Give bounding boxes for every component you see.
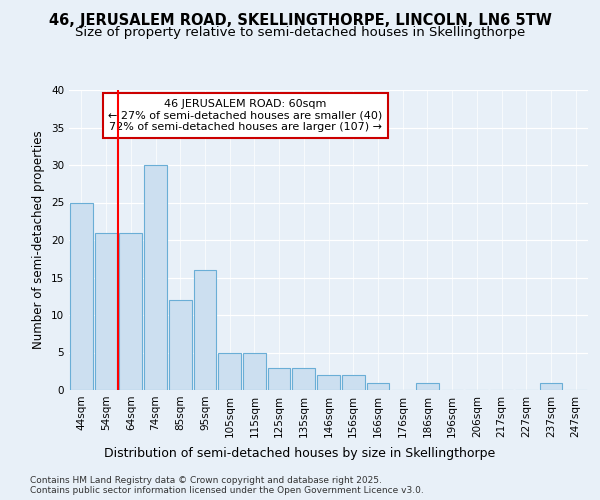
Bar [367, 382, 389, 390]
Text: 46 JERUSALEM ROAD: 60sqm
← 27% of semi-detached houses are smaller (40)
72% of s: 46 JERUSALEM ROAD: 60sqm ← 27% of semi-d… [109, 99, 383, 132]
Y-axis label: Number of semi-detached properties: Number of semi-detached properties [32, 130, 46, 350]
Text: Size of property relative to semi-detached houses in Skellingthorpe: Size of property relative to semi-detach… [75, 26, 525, 39]
Text: Distribution of semi-detached houses by size in Skellingthorpe: Distribution of semi-detached houses by … [104, 448, 496, 460]
Text: 46, JERUSALEM ROAD, SKELLINGTHORPE, LINCOLN, LN6 5TW: 46, JERUSALEM ROAD, SKELLINGTHORPE, LINC… [49, 12, 551, 28]
Bar [243, 352, 266, 390]
Bar [317, 375, 340, 390]
Bar [70, 202, 93, 390]
Bar [268, 368, 290, 390]
Bar [539, 382, 562, 390]
Bar [218, 352, 241, 390]
Bar [95, 232, 118, 390]
Bar [169, 300, 191, 390]
Bar [342, 375, 365, 390]
Bar [119, 232, 142, 390]
Text: Contains HM Land Registry data © Crown copyright and database right 2025.
Contai: Contains HM Land Registry data © Crown c… [30, 476, 424, 495]
Bar [144, 165, 167, 390]
Bar [292, 368, 315, 390]
Bar [194, 270, 216, 390]
Bar [416, 382, 439, 390]
